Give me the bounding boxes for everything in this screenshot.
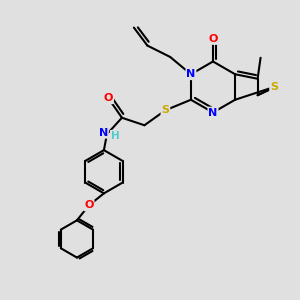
Text: N: N bbox=[99, 128, 108, 138]
Text: S: S bbox=[161, 105, 169, 115]
Text: N: N bbox=[186, 69, 196, 79]
Text: O: O bbox=[84, 200, 94, 210]
Text: S: S bbox=[270, 82, 278, 92]
Text: H: H bbox=[111, 131, 119, 141]
Text: N: N bbox=[208, 107, 217, 118]
Text: O: O bbox=[208, 34, 218, 44]
Text: O: O bbox=[104, 93, 113, 103]
